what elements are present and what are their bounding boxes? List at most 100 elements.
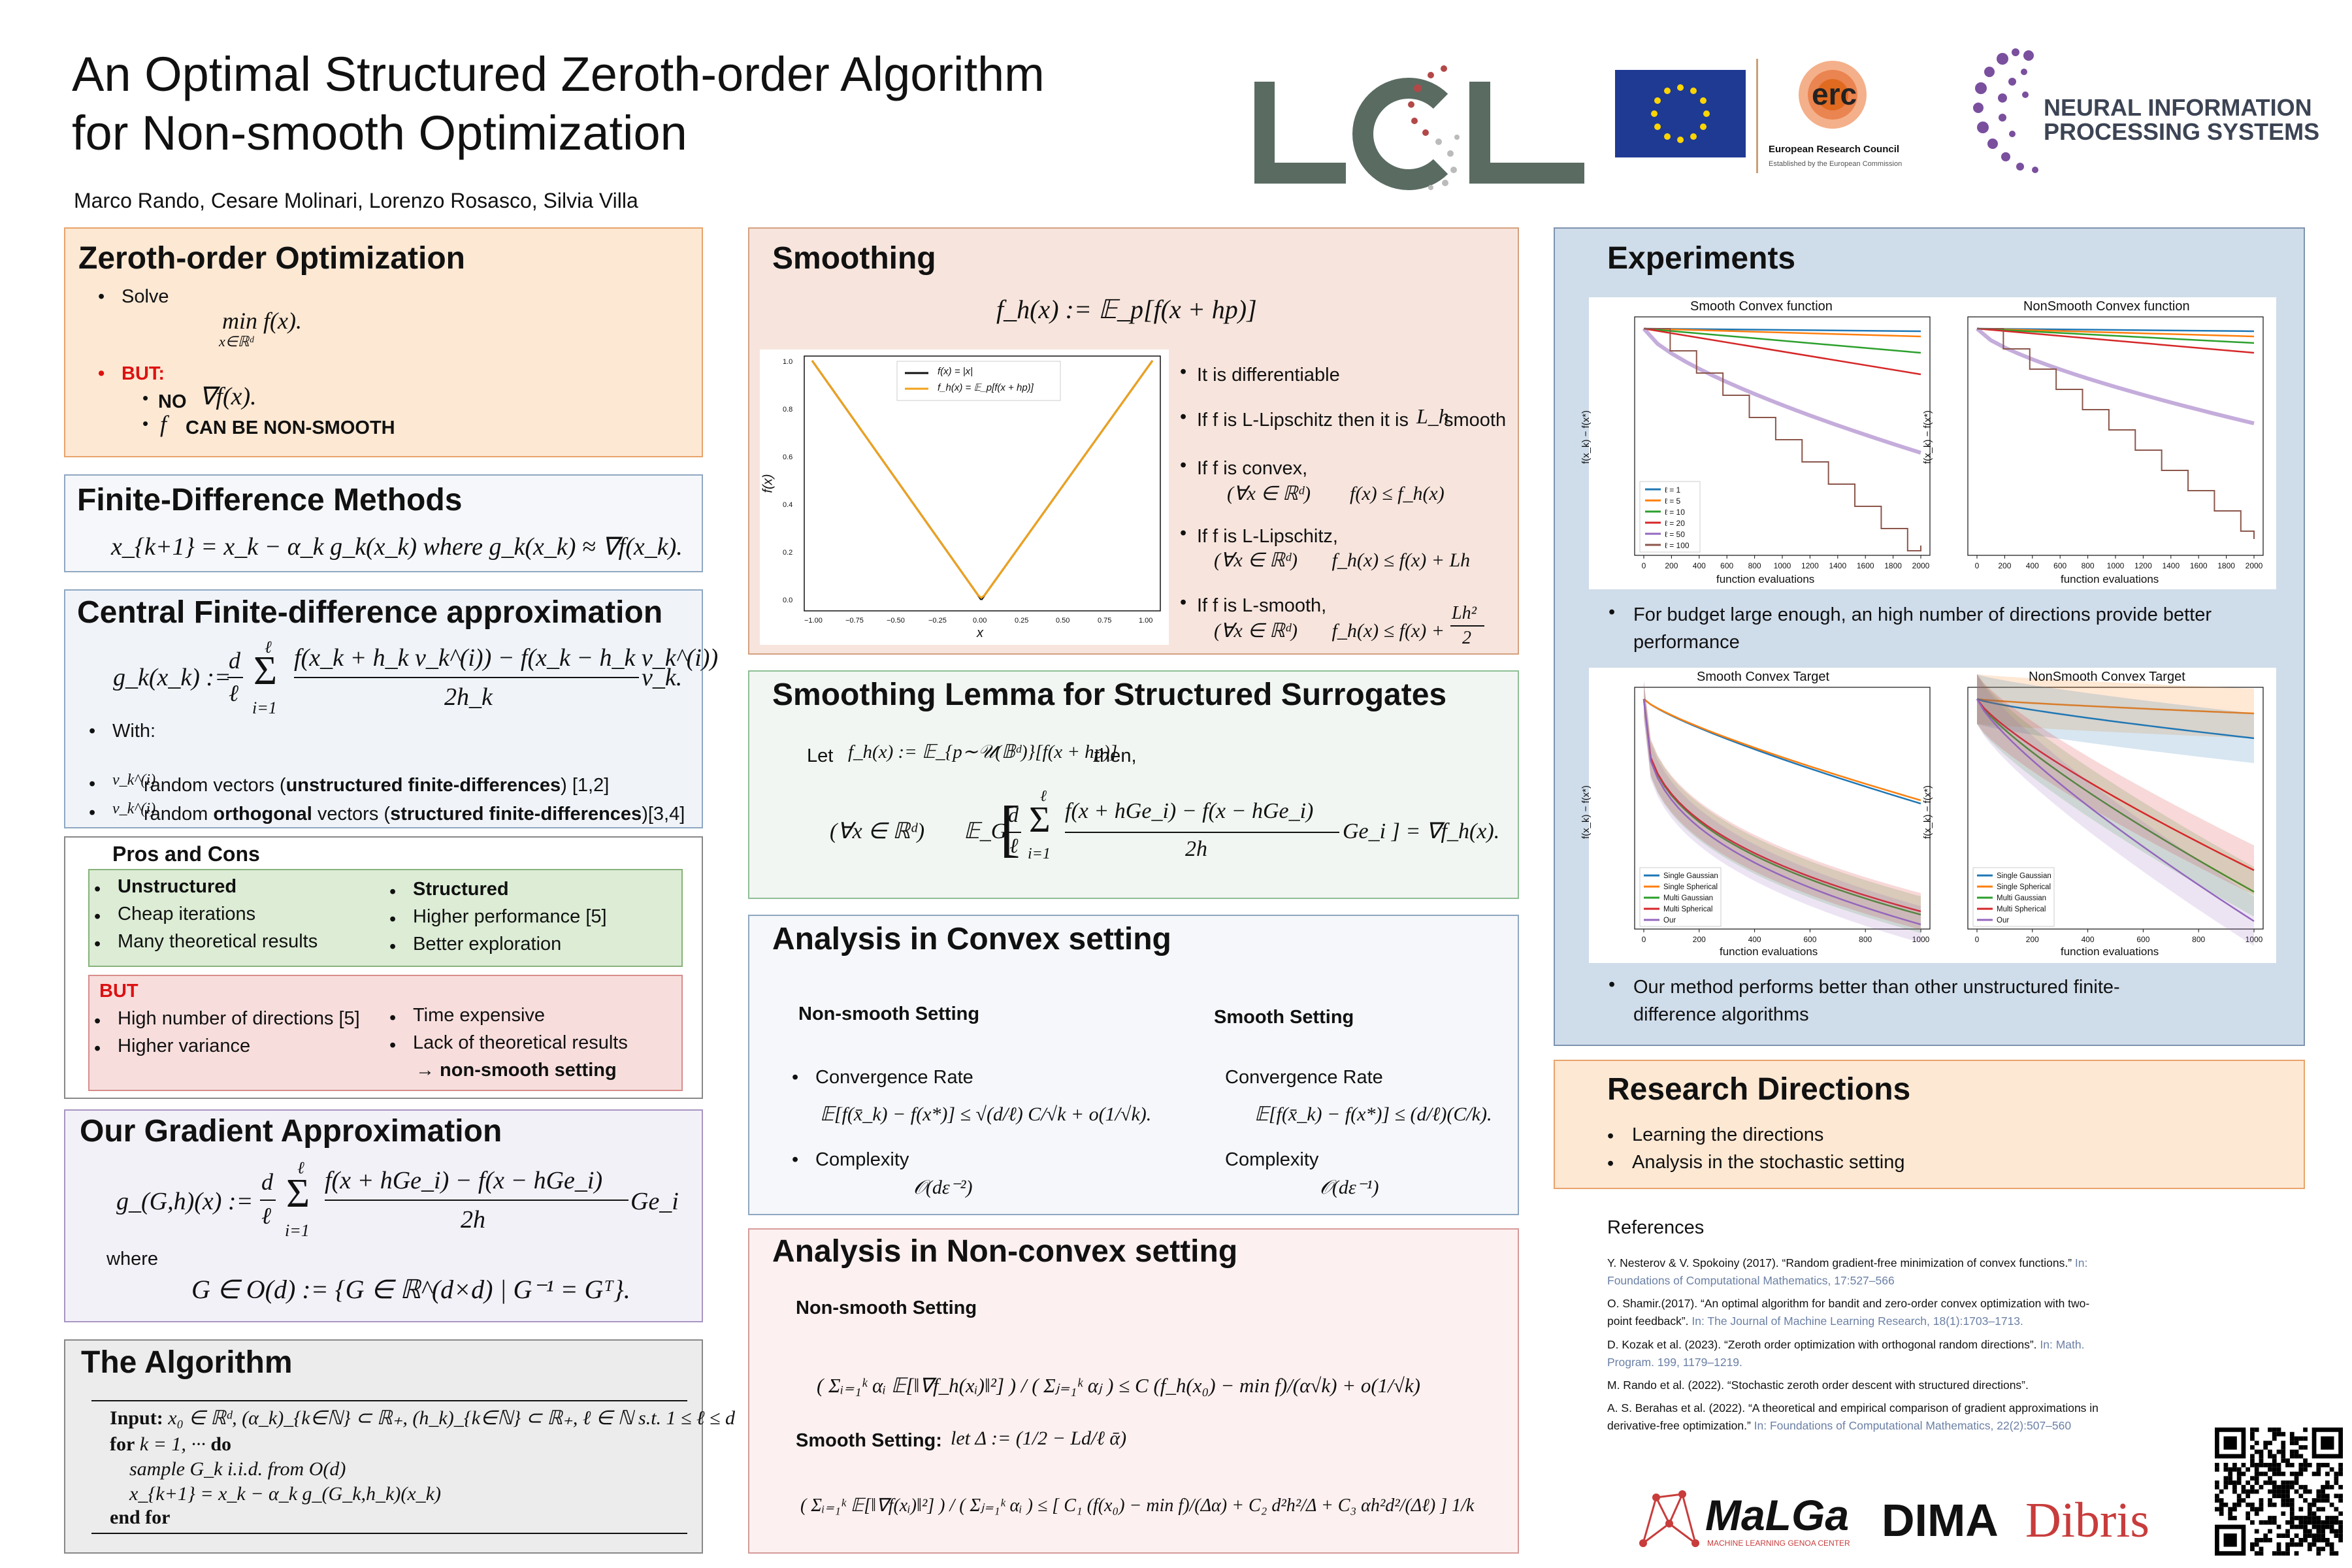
qr-module (2259, 1551, 2264, 1556)
qr-module (2321, 1529, 2325, 1534)
qr-module (2285, 1458, 2290, 1463)
qr-module (2334, 1551, 2339, 1556)
qr-module (2250, 1454, 2255, 1459)
plot3-legend-label: Multi Spherical (1663, 906, 1712, 913)
qr-module (2316, 1551, 2321, 1556)
lemma-eq-sum: Σ (1029, 800, 1051, 840)
plot4-title: NonSmooth Convex Target (2029, 670, 2185, 684)
qr-module (2254, 1441, 2259, 1446)
plot2-line-l20 (1976, 327, 2255, 354)
ref-2: D. Kozak et al. (2023). “Zeroth order op… (1607, 1337, 2085, 1369)
erc-name: European Research Council (1769, 144, 1900, 155)
authors: Marco Rando, Cesare Molinari, Lorenzo Ro… (74, 189, 638, 212)
erc-text: erc (1812, 77, 1857, 111)
plot3-series (1643, 698, 1921, 802)
qr-module (2316, 1463, 2321, 1467)
qr-module (2321, 1520, 2325, 1525)
qr-module (2334, 1494, 2339, 1499)
plot3-series (1642, 698, 1921, 926)
experiments-bullet2-mark: • (1609, 974, 1616, 995)
qr-module (2285, 1529, 2290, 1534)
qr-module (2325, 1471, 2330, 1477)
qr-module (2236, 1471, 2242, 1477)
smoothing-smooth-math: (∀x ∈ ℝᵈ) f_h(x) ≤ f(x) + (1214, 620, 1445, 642)
plot1-xlabel: function evaluations (1716, 573, 1815, 585)
qr-module (2285, 1546, 2290, 1552)
qr-module (2334, 1507, 2339, 1512)
nonconvex-s-eq: ( Σᵢ₌₁ᵏ 𝔼[‖∇f(xᵢ)‖²] ) / ( Σⱼ₌₁ᵏ αᵢ ) ≤ … (800, 1495, 1475, 1516)
plot4-series (1976, 698, 2255, 715)
smoothing-bullets-marks: • (1180, 361, 1187, 382)
qr-module (2276, 1463, 2281, 1467)
ref-4: A. S. Berahas et al. (2022). “A theoreti… (1607, 1401, 2099, 1432)
plot3-xtick-label: 1000 (1912, 935, 1930, 944)
qr-module (2276, 1449, 2281, 1454)
qr-module (2268, 1463, 2272, 1467)
qr-module (2268, 1498, 2272, 1503)
algorithm-rule-bottom (91, 1533, 687, 1534)
qr-module (2219, 1511, 2224, 1516)
qr-module (2289, 1524, 2295, 1529)
qr-module (2298, 1467, 2304, 1472)
algorithm-rule-top (91, 1400, 687, 1401)
smoothing-def: f_h(x) := 𝔼_p[f(x + hp)] (996, 295, 1257, 324)
qr-module (2321, 1507, 2325, 1512)
plot2-line-l1 (1976, 327, 2255, 333)
qr-module (2289, 1484, 2295, 1490)
plot1-legend-label: ℓ = 1 (1665, 485, 1681, 495)
qr-module (2329, 1529, 2334, 1534)
svg-text:0.6: 0.6 (783, 453, 792, 461)
lemma-then: then, (1094, 745, 1137, 766)
qr-module (2325, 1524, 2330, 1529)
qr-module (2321, 1494, 2325, 1499)
smoothing-b1: If f is L-Lipschitz then it is (1197, 410, 1409, 431)
qr-module (2276, 1489, 2281, 1494)
qr-module (2307, 1542, 2312, 1547)
plot1-xtick-label: 600 (1720, 561, 1733, 570)
experiments-top-plots: 0 200 400 600 800 1000 1200 1400 1600 1800 2000 0 20… (1580, 297, 2276, 589)
qr-module (2338, 1537, 2343, 1543)
qr-module (2311, 1524, 2317, 1529)
smoothing-b4-mark: • (1180, 592, 1187, 613)
central-eq-sum-bot: i=1 (252, 698, 277, 717)
qr-module (2325, 1480, 2330, 1485)
qr-module (2254, 1463, 2259, 1467)
qr-module (2338, 1463, 2343, 1467)
qr-code[interactable] (2215, 1428, 2343, 1556)
qr-module (2241, 1484, 2246, 1490)
central-eq-fracbar2 (294, 677, 639, 678)
cons-right-0: Time expensive (413, 1005, 546, 1026)
qr-module (2268, 1502, 2272, 1507)
zeroth-problem: min f(x). (222, 308, 302, 334)
qr-module (2303, 1458, 2308, 1463)
qr-module (2334, 1480, 2339, 1485)
qr-module (2289, 1454, 2295, 1459)
qr-module (2228, 1516, 2233, 1520)
qr-module (2294, 1524, 2299, 1529)
experiments-bullet1-mark: • (1609, 602, 1616, 623)
plot1-xtick-label: 800 (1748, 561, 1761, 570)
plot4-band (1977, 674, 2254, 895)
qr-module (2219, 1489, 2224, 1494)
qr-module (2281, 1484, 2286, 1490)
qr-module (2236, 1476, 2242, 1481)
ref-0: Y. Nesterov & V. Spokoiny (2017). “Rando… (1607, 1256, 2088, 1288)
qr-module (2285, 1520, 2290, 1525)
qr-module (2311, 1502, 2317, 1507)
qr-module (2219, 1502, 2224, 1507)
svg-text:0.25: 0.25 (1015, 617, 1028, 625)
qr-module (2298, 1542, 2304, 1547)
plot4-series (1976, 698, 2255, 872)
central-item2-math: v_k^(i) (112, 800, 156, 817)
qr-module (2334, 1533, 2339, 1538)
qr-module (2232, 1507, 2237, 1512)
svg-text:0.50: 0.50 (1056, 617, 1070, 625)
qr-module (2276, 1533, 2281, 1538)
central-item2: random orthogonal vectors (structured fi… (144, 804, 685, 825)
qr-module (2325, 1498, 2330, 1503)
lemma-eq-l: ℓ (1009, 834, 1019, 857)
central-title: Central Finite-difference approximation (77, 595, 663, 630)
qr-module (2276, 1542, 2281, 1547)
plot1-xtick-label: 400 (1693, 561, 1706, 570)
algorithm-end: end for (110, 1507, 171, 1528)
